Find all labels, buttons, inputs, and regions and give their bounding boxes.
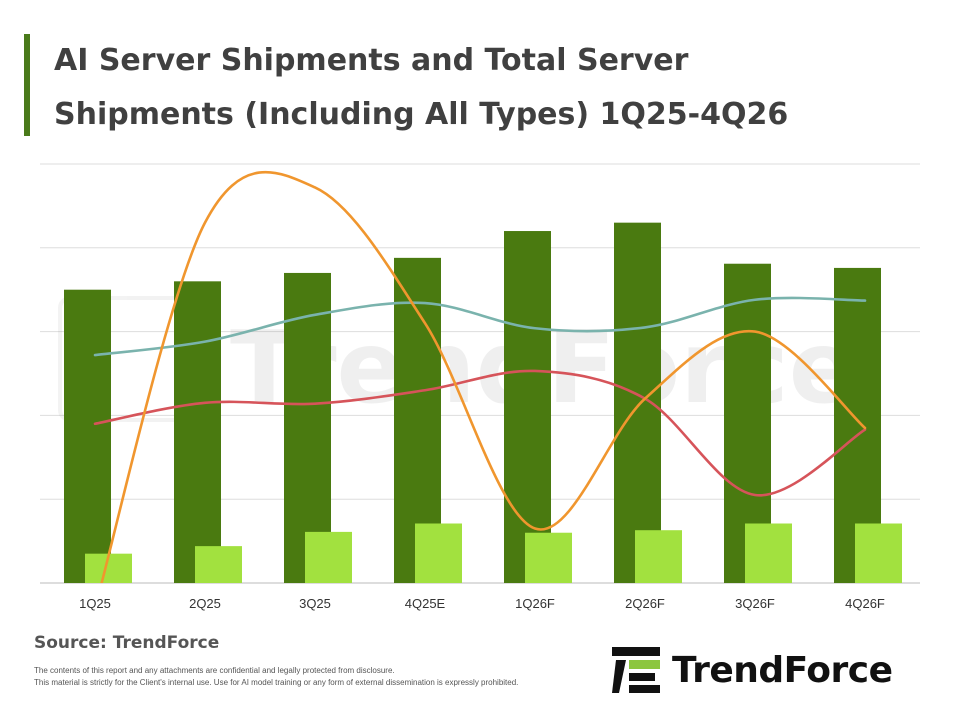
disclaimer: The contents of this report and any atta…: [34, 665, 594, 689]
title-accent-bar: [24, 34, 30, 136]
logo-text: TrendForce: [672, 649, 893, 691]
bar-series-2: [85, 523, 902, 583]
line-series-1: [93, 296, 867, 357]
chart-area: TrendForce1Q252Q253Q254Q25E1Q26F2Q26F3Q2…: [40, 163, 920, 611]
bar: [174, 281, 221, 583]
bar: [745, 523, 792, 583]
x-tick-label: 2Q26F: [625, 596, 665, 611]
title-line-1: AI Server Shipments and Total Server: [54, 43, 689, 78]
x-tick-label: 3Q25: [299, 596, 331, 611]
title-line-2: Shipments (Including All Types) 1Q25-4Q2…: [54, 97, 789, 132]
bar: [855, 523, 902, 583]
bar: [525, 532, 572, 583]
bar-series-1: [64, 222, 881, 583]
trendforce-logo-icon: [612, 647, 660, 693]
x-tick-label: 2Q25: [189, 596, 221, 611]
x-tick-label: 1Q25: [79, 596, 111, 611]
chart-title: AI Server Shipments and Total Server Shi…: [54, 34, 894, 142]
line-series-2: [93, 369, 867, 497]
source-label: Source: TrendForce: [34, 633, 220, 653]
disclaimer-line-2: This material is strictly for the Client…: [34, 678, 519, 687]
x-tick-label: 4Q25E: [405, 596, 446, 611]
bar: [635, 530, 682, 583]
line-series-3: [100, 170, 867, 583]
bar: [614, 222, 661, 583]
bar: [284, 272, 331, 583]
x-tick-label: 3Q26F: [735, 596, 775, 611]
bar: [305, 531, 352, 583]
bar: [64, 289, 111, 583]
bar: [415, 523, 462, 583]
x-tick-label: 1Q26F: [515, 596, 555, 611]
x-tick-label: 4Q26F: [845, 596, 885, 611]
trendforce-logo: TrendForce: [612, 647, 893, 693]
bar: [195, 546, 242, 583]
disclaimer-line-1: The contents of this report and any atta…: [34, 666, 395, 675]
